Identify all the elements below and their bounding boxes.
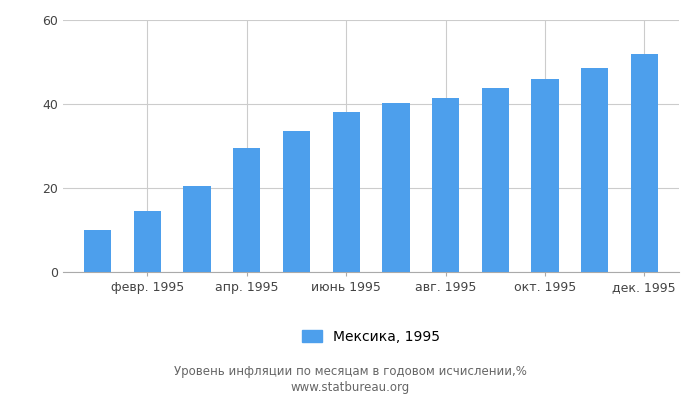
Text: www.statbureau.org: www.statbureau.org (290, 381, 410, 394)
Bar (233, 148, 260, 272)
Bar (482, 88, 509, 272)
Text: Уровень инфляции по месяцам в годовом исчислении,%: Уровень инфляции по месяцам в годовом ис… (174, 365, 526, 378)
Bar (332, 112, 360, 272)
Bar (382, 103, 410, 272)
Bar (432, 98, 459, 272)
Bar (283, 131, 310, 272)
Bar (183, 186, 211, 272)
Legend: Мексика, 1995: Мексика, 1995 (296, 324, 446, 350)
Bar (84, 230, 111, 272)
Bar (134, 211, 161, 272)
Bar (581, 68, 608, 272)
Bar (631, 54, 658, 272)
Bar (531, 79, 559, 272)
